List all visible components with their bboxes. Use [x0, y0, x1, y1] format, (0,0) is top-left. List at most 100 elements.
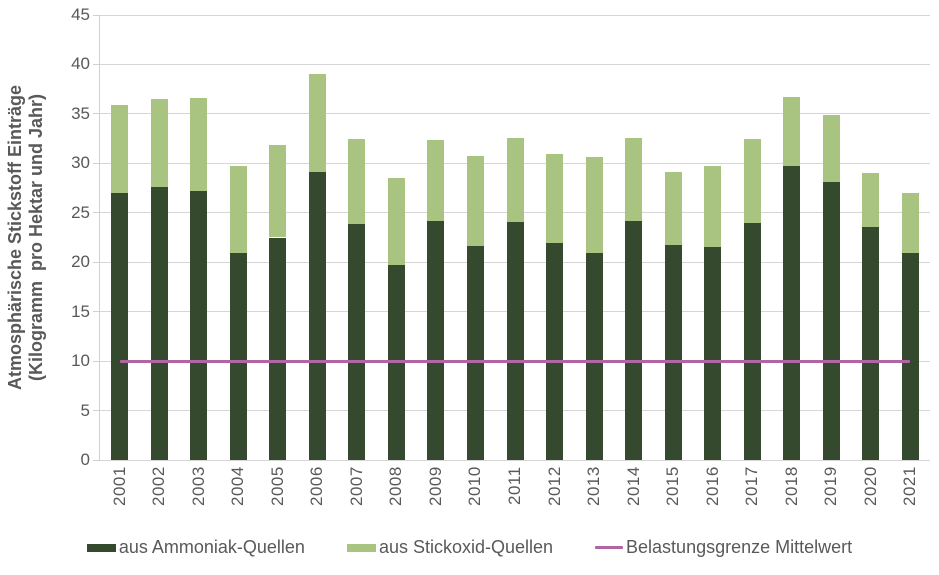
x-tick-label-2017: 2017 [742, 466, 762, 506]
bar-stickoxid-2015 [664, 172, 682, 246]
bar-ammoniak-2019 [822, 182, 840, 460]
y-axis-title-line1: Atmosphärische Stickstoff Einträge [5, 84, 25, 391]
y-tick-label-5: 5 [80, 400, 90, 420]
bar-stickoxid-2019 [822, 114, 840, 183]
y-tick-label-35: 35 [71, 103, 90, 123]
gridline-40 [100, 63, 930, 65]
y-tick-label-20: 20 [71, 252, 90, 272]
bar-ammoniak-2004 [229, 253, 247, 460]
x-tick-label-2005: 2005 [267, 466, 287, 506]
bar-ammoniak-2005 [269, 237, 287, 460]
bar-stickoxid-2007 [348, 138, 366, 224]
bar-ammoniak-2011 [506, 221, 524, 460]
y-axis-line [99, 15, 100, 461]
bar-stickoxid-2008 [387, 178, 405, 266]
legend-swatch-stickoxid [346, 543, 376, 552]
x-tick-label-2004: 2004 [228, 466, 248, 506]
x-tick-label-2015: 2015 [663, 466, 683, 506]
bar-stickoxid-2013 [585, 157, 603, 254]
bar-ammoniak-2016 [704, 247, 722, 460]
bar-ammoniak-2002 [150, 187, 168, 460]
y-tick-20 [93, 261, 100, 263]
legend-line-belastungsgrenze-icon [595, 546, 624, 549]
bar-stickoxid-2020 [862, 173, 880, 227]
bar-stickoxid-2021 [901, 193, 919, 254]
bar-stickoxid-2003 [190, 98, 208, 192]
x-tick-label-2007: 2007 [346, 466, 366, 506]
x-tick-label-2018: 2018 [781, 466, 801, 506]
legend-label-stickoxid: aus Stickoxid-Quellen [378, 537, 554, 557]
bar-ammoniak-2014 [625, 220, 643, 460]
y-tick-5 [93, 410, 100, 412]
y-tick-45 [93, 14, 100, 16]
legend-swatch-ammoniak [86, 543, 116, 552]
x-tick-label-2012: 2012 [544, 466, 564, 506]
x-tick-label-2010: 2010 [465, 466, 485, 506]
gridline-0 [100, 459, 930, 461]
bar-ammoniak-2001 [111, 193, 129, 460]
bar-stickoxid-2016 [704, 166, 722, 248]
bar-stickoxid-2014 [625, 137, 643, 221]
y-tick-30 [93, 162, 100, 164]
y-tick-label-15: 15 [71, 301, 90, 321]
bar-ammoniak-2015 [664, 245, 682, 460]
bar-stickoxid-2004 [229, 166, 247, 254]
bar-ammoniak-2010 [466, 246, 484, 460]
y-tick-label-10: 10 [71, 351, 90, 371]
x-tick-label-2008: 2008 [386, 466, 406, 506]
bar-stickoxid-2005 [269, 144, 287, 238]
bar-ammoniak-2021 [901, 253, 919, 460]
x-tick-label-2003: 2003 [188, 466, 208, 506]
bar-stickoxid-2011 [506, 137, 524, 222]
bar-stickoxid-2012 [546, 154, 564, 244]
x-tick-label-2001: 2001 [109, 466, 129, 506]
legend-entry-belastungsgrenze: Belastungsgrenze Mittelwert [595, 537, 852, 558]
bar-stickoxid-2006 [308, 74, 326, 173]
y-tick-10 [93, 360, 100, 362]
legend: aus Ammoniak-Quellen aus Stickoxid-Quell… [0, 537, 939, 558]
bar-stickoxid-2009 [427, 139, 445, 221]
x-tick-label-2011: 2011 [505, 466, 524, 505]
x-tick-label-2019: 2019 [821, 466, 841, 506]
y-tick-label-40: 40 [71, 54, 90, 74]
y-tick-label-25: 25 [71, 202, 90, 222]
bar-ammoniak-2020 [862, 226, 880, 460]
legend-label-belastungsgrenze: Belastungsgrenze Mittelwert [626, 537, 853, 557]
y-tick-40 [93, 63, 100, 65]
bar-ammoniak-2007 [348, 223, 366, 460]
bar-ammoniak-2013 [585, 253, 603, 460]
x-tick-label-2014: 2014 [623, 466, 643, 506]
bar-stickoxid-2018 [783, 97, 801, 167]
bar-ammoniak-2006 [308, 172, 326, 460]
gridline-45 [100, 14, 930, 16]
x-tick-label-2020: 2020 [860, 466, 880, 506]
y-tick-25 [93, 212, 100, 214]
gridline-35 [100, 113, 930, 115]
limit-line [119, 359, 911, 363]
bar-stickoxid-2017 [743, 138, 761, 223]
bar-stickoxid-2001 [111, 104, 129, 193]
y-tick-label-0: 0 [80, 450, 90, 469]
bar-ammoniak-2018 [783, 166, 801, 460]
y-tick-0 [93, 459, 100, 461]
x-tick-label-2006: 2006 [307, 466, 327, 506]
bar-stickoxid-2002 [150, 99, 168, 188]
y-axis-title: Atmosphärische Stickstoff Einträge (Kilo… [5, 15, 47, 460]
y-axis-title-line2: (Kilogramm pro Hektar und Jahr) [26, 93, 46, 382]
x-tick-label-2016: 2016 [702, 466, 722, 506]
x-tick-label-2013: 2013 [584, 466, 604, 506]
legend-entry-ammoniak: aus Ammoniak-Quellen [86, 537, 305, 558]
x-tick-label-2002: 2002 [149, 466, 169, 506]
bar-ammoniak-2017 [743, 222, 761, 460]
x-tick-label-2021: 2021 [900, 466, 920, 506]
bar-ammoniak-2009 [427, 220, 445, 460]
bar-ammoniak-2003 [190, 191, 208, 460]
bar-ammoniak-2012 [546, 243, 564, 460]
x-tick-label-2009: 2009 [425, 466, 445, 506]
y-tick-15 [93, 311, 100, 313]
plot-area: 2001 2002 2003 2004 2005 2006 2007 2008 2009 2010… [99, 14, 930, 506]
legend-entry-stickoxid: aus Stickoxid-Quellen [346, 537, 554, 558]
y-tick-label-30: 30 [71, 153, 90, 173]
legend-label-ammoniak: aus Ammoniak-Quellen [118, 537, 305, 557]
